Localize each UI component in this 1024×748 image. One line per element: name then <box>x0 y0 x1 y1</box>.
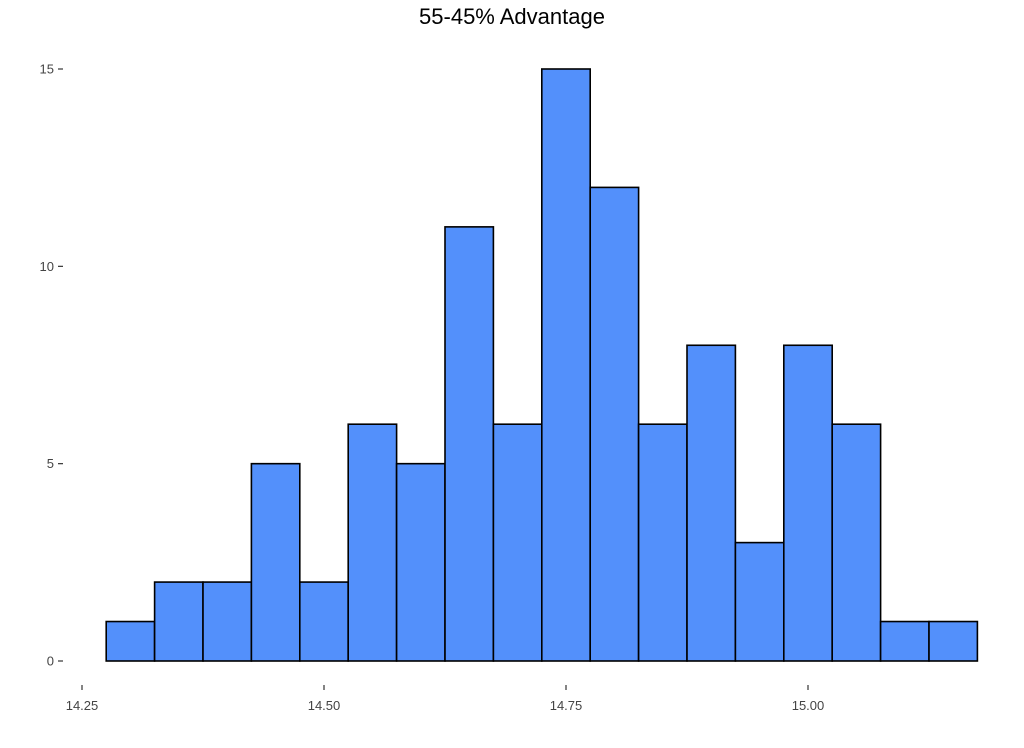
bars-layer <box>105 68 979 662</box>
x-tick-label-15.00: 15.00 <box>792 698 825 713</box>
histogram-bar-5 <box>298 581 349 662</box>
histogram-bar-10 <box>540 68 591 662</box>
x-tick-label-14.75: 14.75 <box>550 698 583 713</box>
histogram-bar-8 <box>444 226 495 662</box>
histogram-bar-16 <box>831 423 882 662</box>
x-tick-label-14.50: 14.50 <box>308 698 341 713</box>
y-tick-label-15: 15 <box>40 62 54 77</box>
chart-title: 55-45% Advantage <box>419 4 605 29</box>
y-tick-label-10: 10 <box>40 259 54 274</box>
histogram-bar-9 <box>492 423 543 662</box>
x-tick-label-14.25: 14.25 <box>66 698 99 713</box>
y-tick-label-0: 0 <box>47 654 54 669</box>
histogram-bar-12 <box>637 423 688 662</box>
histogram-bar-11 <box>589 186 640 662</box>
y-tick-label-5: 5 <box>47 456 54 471</box>
histogram-bar-3 <box>202 581 253 662</box>
histogram-bar-6 <box>347 423 398 662</box>
histogram-bar-7 <box>395 462 446 662</box>
histogram-bar-1 <box>105 620 156 662</box>
x-axis: 14.25 14.50 14.75 15.00 <box>66 685 825 713</box>
histogram-bar-14 <box>734 541 785 662</box>
histogram-bar-17 <box>879 620 930 662</box>
y-axis: 0 5 10 15 <box>40 62 63 669</box>
histogram-bar-2 <box>153 581 204 662</box>
histogram-bar-18 <box>928 620 979 662</box>
histogram-bar-4 <box>250 462 301 662</box>
histogram-bar-13 <box>686 344 737 662</box>
histogram-bar-15 <box>782 344 833 662</box>
